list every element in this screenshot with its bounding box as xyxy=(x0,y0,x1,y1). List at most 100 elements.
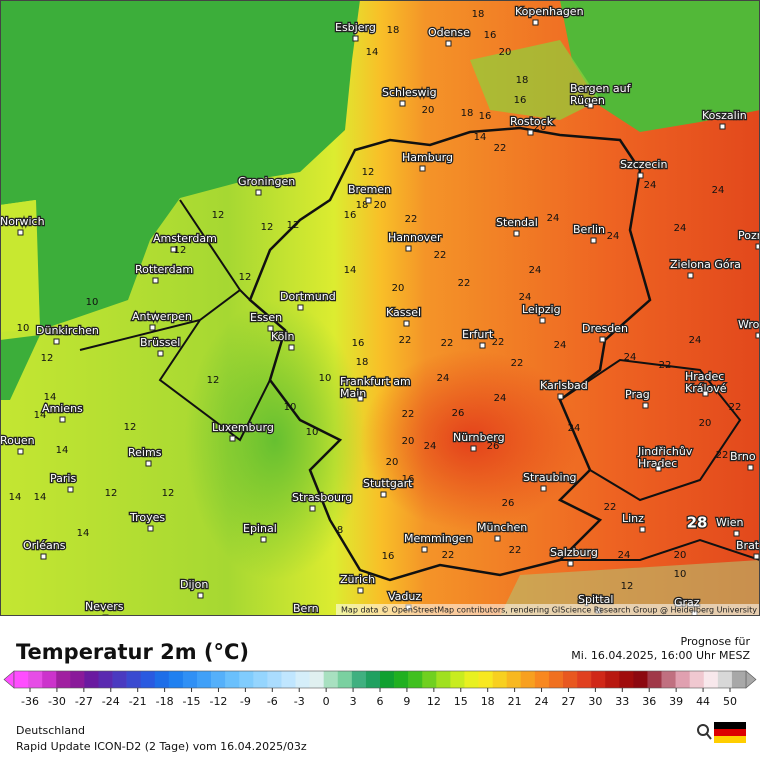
legend-tick-label: 27 xyxy=(561,695,575,708)
temperature-label: 22 xyxy=(441,338,454,349)
city-label: Leipzig xyxy=(522,303,561,316)
legend-color-cell xyxy=(731,671,747,688)
temperature-label: 22 xyxy=(399,335,412,346)
north-sea xyxy=(0,0,360,330)
baltic-coast xyxy=(470,40,600,120)
temperature-label: 22 xyxy=(492,337,505,348)
temperature-label: 22 xyxy=(604,502,617,513)
benelux-border xyxy=(79,199,271,442)
temperature-label: 20 xyxy=(422,105,435,116)
temperature-label: 22 xyxy=(509,545,522,556)
city-marker xyxy=(557,393,564,400)
city-marker xyxy=(637,172,644,179)
city-label: Paris xyxy=(50,472,76,485)
city-marker xyxy=(539,317,546,324)
city-marker xyxy=(357,395,364,402)
city-label: Esbjerg xyxy=(335,21,376,34)
city-marker xyxy=(288,344,295,351)
east-border xyxy=(559,358,760,561)
temperature-label: 12 xyxy=(362,167,375,178)
city-label: Poznań xyxy=(738,229,760,242)
city-label: Straubing xyxy=(523,471,577,484)
temperature-label: 20 xyxy=(534,122,547,133)
alps xyxy=(500,560,760,616)
legend-color-cell xyxy=(703,671,719,688)
city-marker xyxy=(567,560,574,567)
city-marker xyxy=(147,525,154,532)
city-marker xyxy=(532,19,539,26)
city-marker xyxy=(311,617,316,622)
legend-color-cell xyxy=(295,671,310,688)
city-label: Amiens xyxy=(42,402,83,415)
temperature-label: 12 xyxy=(124,422,137,433)
temperature-label: 16 xyxy=(344,210,357,221)
temperature-label: 22 xyxy=(434,250,447,261)
legend-color-cell xyxy=(365,671,381,688)
city-marker xyxy=(642,402,649,409)
city-label: Kassel xyxy=(386,306,421,319)
temperature-label: 16 xyxy=(352,338,365,349)
city-label: Hamburg xyxy=(402,151,453,164)
city-label: Troyes xyxy=(129,511,165,524)
legend-tick-label: -9 xyxy=(240,695,251,708)
temperature-label: 20 xyxy=(402,436,415,447)
legend-color-cell xyxy=(182,671,198,688)
temperature-label: 20 xyxy=(374,200,387,211)
legend-title: Temperatur 2m (°C) xyxy=(16,640,249,664)
legend-color-cell xyxy=(309,671,324,688)
city-label: Rostock xyxy=(510,115,554,128)
city-marker xyxy=(260,536,267,543)
attribution: Map data © OpenStreetMap contributors, r… xyxy=(341,606,757,615)
city-label: Frankfurt am Main xyxy=(340,375,411,400)
temperature-label: 12 xyxy=(105,488,118,499)
city-marker xyxy=(59,416,66,423)
temperature-label: 12 xyxy=(174,245,187,256)
legend-color-cell xyxy=(154,671,170,688)
temperature-label: 22 xyxy=(659,360,672,371)
city-label: Zürich xyxy=(340,573,375,586)
city-marker xyxy=(540,485,547,492)
legend-color-cell xyxy=(492,671,507,688)
temperature-label: 24 xyxy=(674,223,687,234)
temperature-label: 12 xyxy=(207,375,220,386)
channel xyxy=(0,335,40,400)
legend-color-cell xyxy=(380,671,395,688)
city-marker xyxy=(145,460,152,467)
city-marker xyxy=(513,230,520,237)
legend-color-cell xyxy=(351,671,367,688)
legend-tick-label: 30 xyxy=(588,695,602,708)
city-marker xyxy=(527,129,534,136)
temperature-label: 12 xyxy=(239,272,252,283)
temperature-label: 26 xyxy=(487,441,500,452)
city-label: Dortmund xyxy=(280,290,336,303)
legend-tick-label: -3 xyxy=(294,695,305,708)
temperature-label: 14 xyxy=(344,265,357,276)
legend-tick-label: -30 xyxy=(48,695,66,708)
city-label: Bergen auf Rügen xyxy=(570,82,632,107)
city-marker xyxy=(494,535,501,542)
temperature-label: 14 xyxy=(9,492,22,503)
city-label: Amsterdam xyxy=(153,232,217,245)
legend-tick-label: -24 xyxy=(102,695,120,708)
temperature-label: 24 xyxy=(424,441,437,452)
city-label: Spittal xyxy=(578,593,613,606)
temperature-label: 10 xyxy=(319,373,332,384)
temperature-label: 12 xyxy=(212,210,225,221)
city-label: Szczecin xyxy=(620,158,667,171)
city-marker xyxy=(479,342,486,349)
legend-tick-label: -21 xyxy=(129,695,147,708)
temperature-label: 28 xyxy=(687,514,708,532)
city-marker xyxy=(655,465,662,472)
temperature-label: 22 xyxy=(442,550,455,561)
city-marker xyxy=(255,189,262,196)
city-marker xyxy=(149,324,156,331)
legend-tick-label: 9 xyxy=(403,695,410,708)
forecast-time: Mi. 16.04.2025, 16:00 Uhr MESZ xyxy=(571,649,750,662)
city-marker xyxy=(40,553,47,560)
temperature-label: 20 xyxy=(392,283,405,294)
baltic-sea xyxy=(560,0,760,132)
legend-color-cell xyxy=(70,671,85,688)
legend-color-cell xyxy=(168,671,184,688)
city-label: Hradec Králové xyxy=(685,370,727,395)
